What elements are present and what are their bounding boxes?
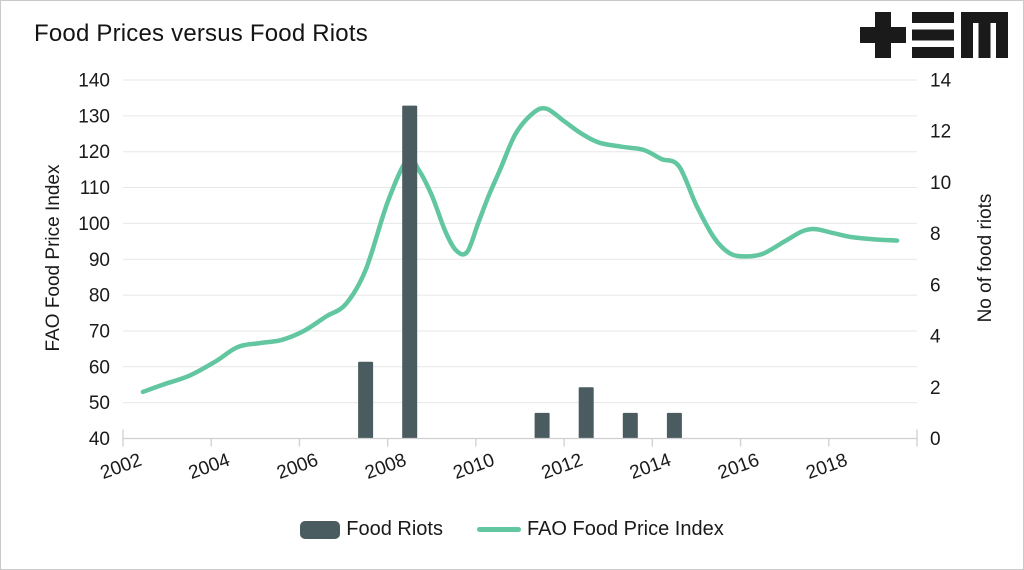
logo-m-icon (996, 12, 1008, 58)
y-axis-title-left: FAO Food Price Index (43, 164, 64, 352)
x-tick-label-2012: 2012 (539, 450, 586, 484)
y-right-tick-label-0: 0 (930, 429, 941, 450)
chart-title: Food Prices versus Food Riots (34, 20, 368, 47)
y-right-tick-label-2: 2 (930, 378, 941, 399)
logo-bars-icon (912, 29, 954, 41)
y-left-tick-label-70: 70 (89, 321, 110, 342)
food-riots-bar-2011 (534, 412, 550, 439)
y-left-tick-label-90: 90 (89, 250, 110, 271)
food-riots-bar-2012 (578, 387, 594, 439)
food-riots-bar-2008 (402, 105, 418, 439)
y-left-tick-label-120: 120 (78, 142, 110, 163)
y-left-tick-label-60: 60 (89, 357, 110, 378)
y-left-tick-label-100: 100 (78, 214, 110, 235)
legend-item-food-riots[interactable]: Food Riots (300, 518, 443, 541)
chart-plot: 2002 2004 2006 2008 2010 2012 2014 2016 20184050… (78, 71, 952, 484)
x-tick-label-2004: 2004 (186, 450, 233, 484)
logo-m-icon (978, 12, 991, 58)
y-right-tick-label-14: 14 (930, 71, 952, 92)
y-right-tick-label-8: 8 (930, 224, 941, 245)
y-left-tick-label-140: 140 (78, 71, 110, 92)
food-riots-bar-2013 (622, 412, 638, 439)
food-riots-bar-2007 (358, 361, 374, 439)
x-tick-label-2006: 2006 (274, 450, 321, 484)
food-riots-swatch (300, 520, 341, 539)
y-left-tick-label-50: 50 (89, 393, 110, 414)
y-right-tick-label-10: 10 (930, 173, 951, 194)
x-tick-label-2002: 2002 (98, 450, 145, 484)
food-riots-bar-2014 (666, 412, 682, 439)
legend-label-food-riots: Food Riots (346, 518, 443, 540)
fao-index-swatch (476, 527, 521, 532)
legend: Food Riots FAO Food Price Index (0, 518, 1024, 541)
logo-m-icon (961, 12, 973, 58)
y-left-tick-label-110: 110 (80, 178, 110, 199)
x-tick-label-2014: 2014 (627, 450, 674, 484)
y-right-tick-label-4: 4 (930, 327, 941, 348)
logo-bars-icon (912, 47, 954, 58)
legend-item-fao-index[interactable]: FAO Food Price Index (476, 518, 724, 541)
y-left-tick-label-80: 80 (89, 286, 110, 307)
x-tick-label-2016: 2016 (715, 450, 762, 484)
logo-bars-icon (912, 12, 954, 23)
tem-logo (860, 12, 1008, 58)
y-axis-title-right: No of food riots (975, 193, 996, 323)
tem-logo-glyphs (860, 12, 1008, 58)
y-left-tick-label-40: 40 (89, 429, 110, 450)
fao-price-index-line (140, 105, 900, 395)
x-tick-label-2008: 2008 (362, 450, 409, 484)
x-tick-label-2018: 2018 (803, 450, 850, 484)
legend-label-fao-index: FAO Food Price Index (526, 518, 724, 540)
y-right-tick-label-12: 12 (930, 122, 951, 143)
y-right-tick-label-6: 6 (930, 275, 941, 296)
x-tick-label-2010: 2010 (451, 450, 498, 484)
y-left-tick-label-130: 130 (78, 106, 110, 127)
logo-plus-icon (860, 27, 906, 43)
